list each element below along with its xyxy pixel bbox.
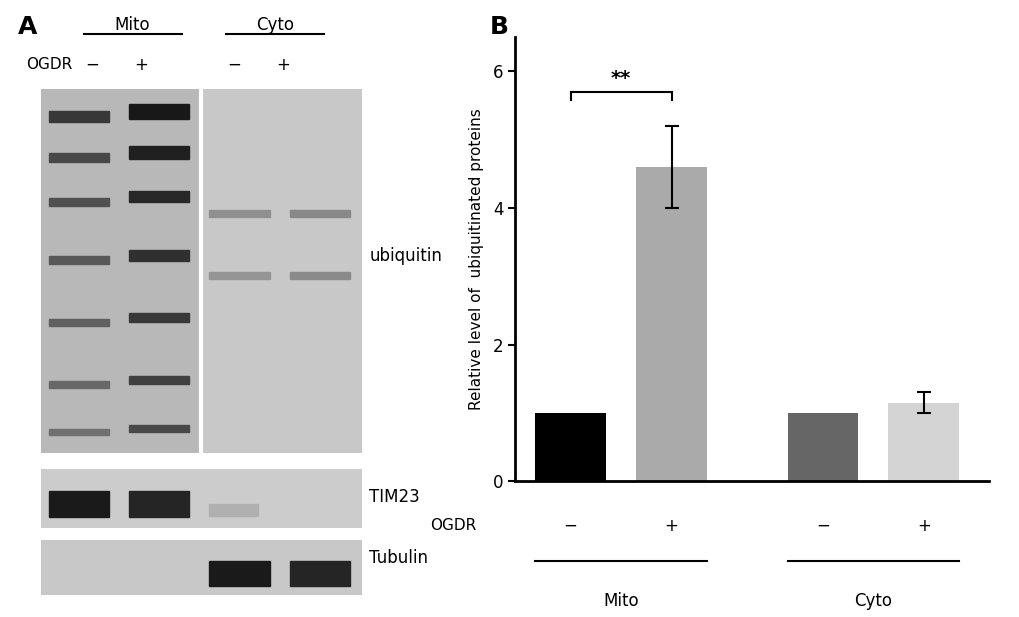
Bar (129, 146, 190, 159)
Bar (209, 272, 269, 279)
Bar (636, 167, 706, 481)
Bar (49, 198, 109, 206)
Text: OGDR: OGDR (26, 57, 72, 72)
Text: −: − (815, 516, 829, 535)
Text: +: + (276, 56, 290, 74)
Bar (209, 210, 269, 217)
Bar (41, 89, 202, 453)
Bar (49, 429, 109, 436)
Bar (49, 319, 109, 326)
Text: ubiquitin: ubiquitin (369, 247, 441, 265)
Bar (49, 111, 109, 122)
Bar (129, 251, 190, 260)
Text: B: B (489, 15, 508, 39)
Bar (209, 504, 258, 516)
Text: −: − (85, 56, 99, 74)
Text: A: A (18, 15, 38, 39)
Bar (289, 210, 350, 217)
Bar (202, 89, 362, 453)
Text: Mito: Mito (602, 592, 638, 610)
Bar (289, 561, 350, 586)
Bar (129, 104, 190, 118)
Text: Mito: Mito (115, 16, 150, 34)
Bar (535, 413, 605, 481)
Bar (888, 403, 958, 481)
Text: +: + (133, 56, 148, 74)
Bar (49, 256, 109, 264)
Bar (129, 491, 190, 517)
Text: −: − (564, 516, 577, 535)
Text: +: + (664, 516, 678, 535)
Text: Cyto: Cyto (854, 592, 892, 610)
Text: TIM23: TIM23 (369, 487, 420, 506)
Text: −: − (227, 56, 242, 74)
Bar (129, 191, 190, 202)
Y-axis label: Relative level of  ubiquitinated proteins: Relative level of ubiquitinated proteins (469, 108, 484, 410)
Bar (209, 561, 269, 586)
Bar (289, 272, 350, 279)
Bar (129, 376, 190, 384)
Bar (787, 413, 857, 481)
Bar (49, 381, 109, 388)
Text: Cyto: Cyto (256, 16, 294, 34)
Text: Tubulin: Tubulin (369, 549, 428, 568)
Text: **: ** (610, 69, 631, 88)
Bar (49, 153, 109, 162)
Bar (129, 425, 190, 432)
Bar (49, 491, 109, 517)
Text: OGDR: OGDR (429, 518, 476, 533)
Text: +: + (916, 516, 929, 535)
Bar (129, 313, 190, 323)
